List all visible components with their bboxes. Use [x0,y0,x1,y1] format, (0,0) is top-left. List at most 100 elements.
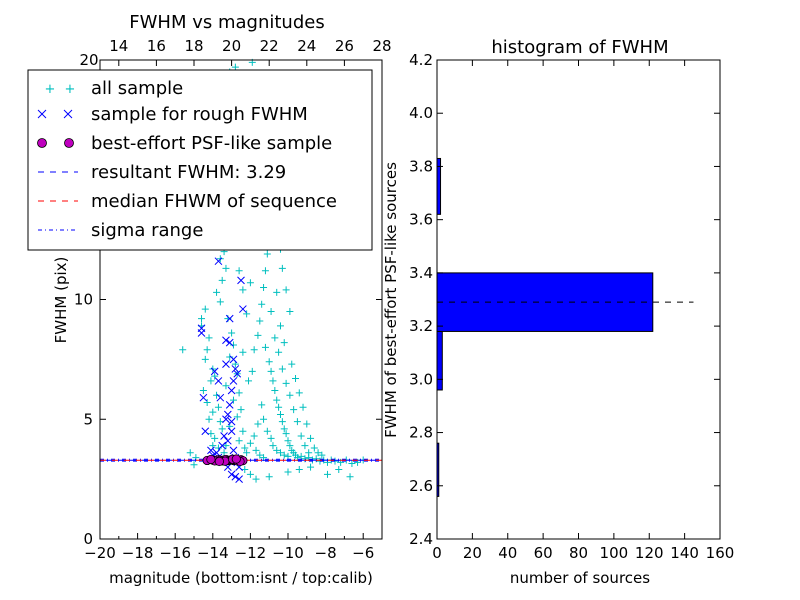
all-sample-point [186,449,194,457]
all-sample-point [305,449,313,457]
all-sample-point [235,437,243,445]
all-sample-point [346,473,354,481]
histogram-bar [436,330,443,391]
histogram-panel: 0 20 40 60 80 100 120 140 160 2.4 2.6 2.8 3.0 3.2 3.4 3… [382,37,734,587]
all-sample-point [250,432,258,440]
all-sample-point [292,375,300,383]
all-sample-point [269,377,277,385]
histogram-ytick-label: 3.0 [409,370,433,388]
histogram-xtick-label: 100 [600,544,629,562]
histogram-ytick-label: 3.4 [409,264,433,282]
all-sample-point [199,387,207,395]
histogram-xtick-label: 0 [432,544,442,562]
best-effort-sample-point [206,454,216,465]
all-sample-point [235,267,243,275]
all-sample-point [297,452,305,460]
scatter-xtick-label: −16 [159,544,191,562]
all-sample-point [218,425,226,433]
rough-sample-point [227,470,236,479]
best-effort-sample-point [231,454,241,464]
all-sample-point [273,396,281,404]
scatter-panel: −20 −18 −16 −14 −12 −10 −8 −6 14 16 18 20 22 24 26 28 0 5… [27,12,392,587]
all-sample-point [299,403,307,411]
rough-sample-point [220,432,228,440]
histogram-ytick-label: 2.4 [409,530,433,548]
all-sample-point [280,451,288,459]
all-sample-point [235,389,243,397]
all-sample-point [273,288,281,296]
all-sample-point [297,432,305,440]
all-sample-point [201,355,209,363]
all-sample-point [288,360,296,368]
all-sample-point [241,444,249,452]
all-sample-point [318,451,326,459]
histogram-ylabel: FWHM of best-effort PSF-like sources [382,162,400,438]
all-sample-point [205,415,213,423]
all-sample-point [203,398,211,406]
legend-label-all-sample: all sample [91,78,183,99]
legend-label-sigma-range: sigma range [91,220,203,241]
scatter-top-xtick-label: 18 [184,37,203,55]
rough-sample-point [207,446,215,455]
all-sample-point [261,267,269,275]
all-sample-point [284,452,292,460]
scatter-top-xtick-label: 14 [109,37,128,55]
all-sample-point [314,449,322,457]
rough-sample-point [231,472,240,481]
rough-sample-point [223,410,232,419]
scatter-top-xtick-label: 24 [297,37,316,55]
scatter-top-ytick-label: 20 [79,51,98,69]
rough-sample-point [227,417,236,426]
rough-sample-point [214,377,223,385]
rough-sample-point [231,365,240,373]
rough-sample-point [199,393,208,402]
histogram-ytick-label: 4.0 [409,104,433,122]
legend-label-best-effort-sample: best-effort PSF-like sample [91,133,332,154]
scatter-ytick-label: 10 [74,291,93,309]
all-sample-point [207,430,215,438]
histogram-ytick-label: 3.6 [409,211,433,229]
all-sample-point [307,463,315,471]
histogram-ytick-label: 4.2 [409,51,433,69]
scatter-top-xtick-label: 22 [260,37,279,55]
rough-sample-point [239,305,247,313]
all-sample-point [190,461,198,469]
scatter-ytick-label: 0 [83,530,93,548]
histogram-xlabel: number of sources [510,569,650,587]
histogram-ytick-label: 3.2 [409,317,433,335]
svg-text:+: + [65,82,76,97]
all-sample-point [211,434,219,442]
all-sample-point [301,442,309,450]
all-sample-point [282,379,290,387]
scatter-xtick-label: −10 [272,544,304,562]
all-sample-point [209,408,217,416]
scatter-top-xtick-label: 16 [147,37,166,55]
all-sample-point [246,439,254,447]
rough-sample-point [223,436,232,445]
legend-box [27,69,373,251]
rough-sample-point [235,475,243,483]
svg-text:+: + [45,82,56,97]
all-sample-point [233,413,241,421]
all-sample-point [286,442,294,450]
histogram-bar [436,272,654,332]
all-sample-point [229,341,237,349]
all-sample-point [275,348,283,356]
all-sample-point [290,406,298,414]
all-sample-point [323,470,331,478]
all-sample-point [265,473,273,481]
histogram-xtick-label: 40 [498,544,517,562]
histogram-xtick-label: 60 [534,544,553,562]
all-sample-point [220,449,228,457]
all-sample-point [282,286,290,294]
all-sample-point [213,288,221,296]
all-sample-point [263,250,271,258]
all-sample-point [198,315,206,323]
rough-sample-point [225,401,234,409]
all-sample-point [286,391,294,399]
histogram-xtick-label: 160 [706,544,735,562]
all-sample-point [273,446,281,454]
all-sample-point [246,470,254,478]
rough-sample-point [229,446,238,455]
